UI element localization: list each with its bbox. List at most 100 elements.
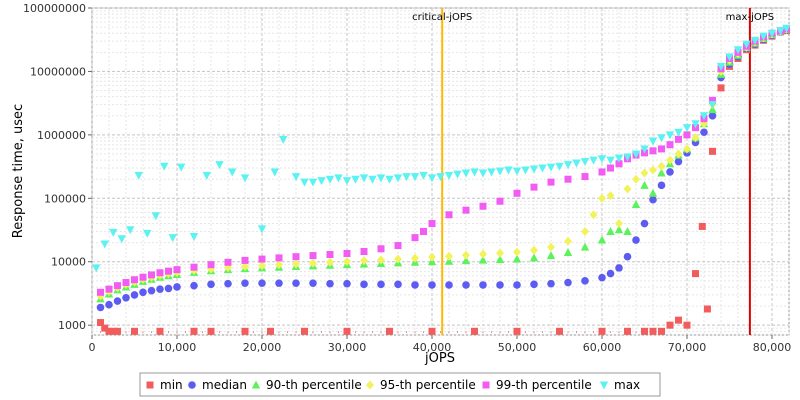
data-point	[692, 270, 699, 278]
data-point	[606, 156, 615, 165]
data-point	[190, 263, 198, 271]
data-point	[160, 162, 169, 171]
data-point	[623, 252, 632, 261]
data-point	[640, 180, 649, 189]
data-point	[122, 294, 130, 302]
y-tick-label: 10000000	[30, 65, 86, 78]
data-point	[309, 252, 317, 260]
data-point	[122, 279, 130, 287]
data-point	[190, 281, 198, 290]
data-point	[563, 161, 573, 170]
threshold-markers: critical-jOPS max-jOPS	[412, 8, 774, 335]
data-point	[377, 255, 385, 265]
data-point	[495, 167, 505, 176]
data-point	[698, 222, 706, 230]
data-point	[419, 171, 428, 180]
data-point	[606, 226, 615, 235]
data-point	[675, 135, 682, 143]
data-point	[143, 229, 152, 238]
data-point	[658, 145, 665, 153]
data-point	[461, 256, 471, 265]
data-point	[674, 128, 683, 137]
data-point	[666, 168, 674, 176]
x-tick-label: 70,000	[668, 341, 707, 354]
data-point	[709, 147, 716, 155]
legend-label: min	[160, 378, 183, 392]
x-axis-title: jOPS	[424, 351, 455, 366]
data-point	[733, 46, 743, 55]
data-point	[240, 174, 250, 183]
data-point	[564, 175, 572, 183]
legend-label: 90-th percentile	[266, 378, 362, 392]
legend-swatch	[146, 381, 154, 389]
data-point	[512, 254, 522, 263]
data-point	[606, 269, 615, 278]
x-tick-label: 0	[89, 341, 96, 354]
data-point	[241, 279, 249, 287]
data-point	[703, 305, 711, 313]
data-point	[530, 245, 538, 255]
data-point	[377, 280, 385, 289]
data-point	[351, 175, 360, 184]
threshold-label: critical-jOPS	[412, 12, 472, 23]
data-points	[92, 24, 791, 335]
data-point	[580, 242, 590, 251]
data-point	[393, 174, 403, 183]
data-point	[291, 173, 301, 182]
data-point	[563, 247, 573, 256]
data-point	[496, 197, 504, 205]
data-point	[666, 141, 674, 149]
data-point	[657, 181, 666, 190]
data-point	[309, 279, 317, 287]
data-point	[436, 173, 445, 182]
data-point	[700, 128, 708, 137]
data-point	[614, 225, 624, 234]
data-point	[581, 226, 589, 236]
data-point	[479, 281, 487, 289]
data-point	[597, 235, 607, 244]
data-point	[648, 188, 658, 197]
data-point	[270, 168, 279, 177]
data-point	[156, 285, 164, 293]
data-point	[725, 53, 734, 62]
data-point	[109, 228, 118, 237]
data-point	[300, 178, 309, 187]
data-point	[759, 32, 768, 41]
data-point	[394, 280, 402, 289]
data-point	[631, 150, 641, 159]
data-point	[377, 245, 385, 253]
data-point	[101, 324, 109, 332]
data-point	[445, 251, 453, 261]
data-point	[529, 165, 539, 174]
data-point	[767, 29, 777, 38]
data-point	[546, 251, 556, 260]
data-point	[360, 280, 368, 289]
data-point	[623, 153, 632, 162]
data-point	[359, 174, 369, 183]
y-tick-label: 100000	[44, 192, 86, 205]
legend-swatch	[188, 381, 196, 389]
x-tick-label: 40,000	[413, 341, 452, 354]
data-point	[207, 280, 215, 289]
legend-items: min median 90-th percentile 95-th percentil…	[146, 378, 640, 392]
data-point	[334, 174, 343, 183]
data-point	[666, 321, 674, 329]
data-point	[782, 24, 791, 33]
data-point	[139, 288, 147, 297]
data-point	[177, 163, 186, 172]
data-point	[649, 165, 657, 175]
data-point	[657, 161, 666, 171]
data-point	[496, 281, 504, 289]
data-point	[376, 174, 386, 183]
data-point	[292, 279, 300, 287]
data-point	[130, 291, 139, 299]
data-point	[742, 40, 751, 49]
data-point	[658, 327, 665, 335]
data-point	[342, 177, 352, 186]
data-point	[325, 175, 335, 184]
legend-label: max	[614, 378, 640, 392]
data-point	[547, 279, 555, 288]
data-point	[139, 273, 147, 281]
data-point	[360, 256, 368, 266]
